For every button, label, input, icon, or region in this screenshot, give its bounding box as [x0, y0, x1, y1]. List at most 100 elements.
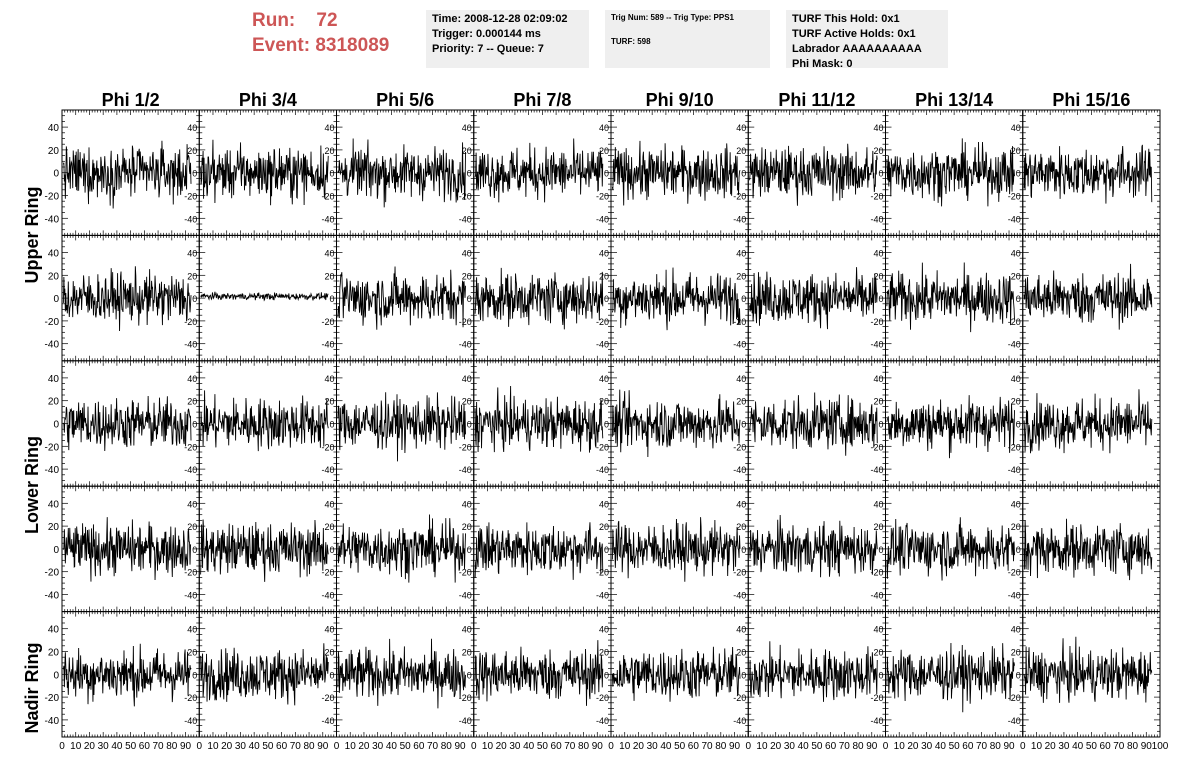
y-tick-label: 40: [599, 499, 609, 509]
y-tick-label: 0: [329, 420, 334, 430]
y-tick-label: 20: [187, 271, 197, 281]
y-tick-label: 0: [1016, 169, 1021, 179]
waveform-trace: [474, 138, 604, 203]
y-tick-label: -20: [45, 192, 60, 203]
y-tick-label: -20: [596, 192, 609, 202]
y-tick-label: 20: [462, 397, 472, 407]
y-tick-label: -40: [45, 340, 60, 351]
y-tick-label: -40: [870, 214, 883, 224]
y-tick-label: 20: [48, 397, 60, 408]
y-tick-label: -20: [1008, 568, 1021, 578]
y-tick-label: 20: [48, 522, 60, 533]
y-tick-label: -20: [459, 442, 472, 452]
y-tick-label: 0: [604, 294, 609, 304]
y-tick-label: -40: [1008, 340, 1021, 350]
y-tick-label: -40: [321, 340, 334, 350]
column-header: Phi 11/12: [778, 90, 855, 110]
waveform-trace: [886, 138, 1015, 207]
turf-num-text: TURF: 598: [611, 37, 651, 46]
column-header: Phi 1/2: [102, 90, 160, 110]
y-tick-label: 20: [324, 146, 334, 156]
y-tick-label: 40: [736, 123, 746, 133]
y-tick-label: -40: [184, 214, 197, 224]
y-tick-label: 20: [462, 146, 472, 156]
column-header: Phi 15/16: [1052, 90, 1130, 110]
y-tick-label: 20: [873, 522, 883, 532]
y-tick-label: -20: [321, 317, 334, 327]
y-tick-label: 0: [604, 420, 609, 430]
waveform-trace: [1023, 518, 1153, 581]
y-tick-label: 0: [329, 545, 334, 555]
y-tick-label: 40: [599, 249, 609, 259]
y-tick-label: 0: [329, 169, 334, 179]
waveform-trace: [611, 140, 741, 206]
run-line: Run: 72: [252, 8, 389, 33]
y-tick-label: 20: [736, 271, 746, 281]
y-tick-label: -40: [596, 340, 609, 350]
waveform-trace: [62, 140, 192, 209]
y-tick-label: -20: [596, 568, 609, 578]
ring-label: Upper Ring: [22, 187, 42, 284]
y-tick-label: -40: [184, 465, 197, 475]
turf-info-box: TURF This Hold: 0x1 TURF Active Holds: 0…: [786, 10, 948, 70]
waveform-trace: [337, 138, 466, 208]
y-tick-label: -40: [870, 465, 883, 475]
phi-mask-text: Phi Mask: 0: [792, 58, 853, 70]
y-tick-label: 0: [53, 294, 59, 305]
time-text: Time: 2008-12-28 02:09:02: [432, 13, 568, 25]
y-tick-label: 0: [53, 420, 59, 431]
column-header: Phi 5/6: [376, 90, 434, 110]
waveform-trace: [200, 390, 329, 452]
y-tick-label: 0: [329, 294, 334, 304]
waveform-trace: [1023, 263, 1153, 330]
y-tick-label: -40: [733, 340, 746, 350]
y-tick-label: -40: [870, 340, 883, 350]
waveform-trace: [337, 514, 466, 583]
y-tick-label: 0: [1016, 294, 1021, 304]
waveform-trace: [886, 517, 1015, 581]
waveform-trace: [886, 262, 1015, 333]
y-tick-label: -40: [1008, 214, 1021, 224]
waveform-trace: [62, 266, 192, 331]
y-tick-label: 0: [192, 420, 197, 430]
y-tick-label: -40: [596, 465, 609, 475]
ring-label: Nadir Ring: [22, 642, 42, 733]
y-tick-label: -20: [459, 568, 472, 578]
event-value: 8318089: [315, 35, 390, 56]
y-tick-label: 20: [324, 522, 334, 532]
y-tick-label: -40: [1008, 465, 1021, 475]
waveform-trace: [611, 389, 741, 458]
y-tick-label: 40: [187, 249, 197, 259]
y-tick-label: -40: [184, 591, 197, 601]
y-tick-label: 40: [48, 249, 60, 260]
event-line: Event: 8318089: [252, 33, 389, 58]
y-tick-label: -40: [870, 591, 883, 601]
y-tick-label: 20: [324, 397, 334, 407]
waveform-trace: [474, 386, 604, 453]
y-tick-label: 0: [467, 545, 472, 555]
y-tick-label: 0: [878, 294, 883, 304]
y-tick-label: 0: [878, 420, 883, 430]
y-tick-label: -40: [45, 214, 60, 225]
y-tick-label: 20: [48, 146, 60, 157]
column-header: Phi 7/8: [513, 90, 571, 110]
y-tick-label: -20: [1008, 317, 1021, 327]
y-tick-label: -40: [45, 591, 60, 602]
y-tick-label: 20: [1011, 522, 1021, 532]
y-tick-label: 20: [1011, 146, 1021, 156]
y-tick-label: 0: [604, 545, 609, 555]
column-header: Phi 9/10: [646, 90, 714, 110]
